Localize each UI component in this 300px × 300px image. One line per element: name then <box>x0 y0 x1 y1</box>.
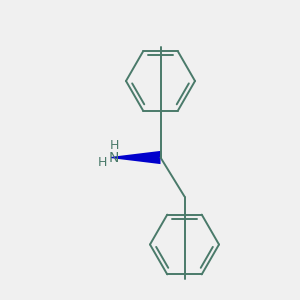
Text: H: H <box>109 139 119 152</box>
Text: N: N <box>109 151 119 164</box>
Text: H: H <box>97 155 107 169</box>
Polygon shape <box>111 151 160 164</box>
